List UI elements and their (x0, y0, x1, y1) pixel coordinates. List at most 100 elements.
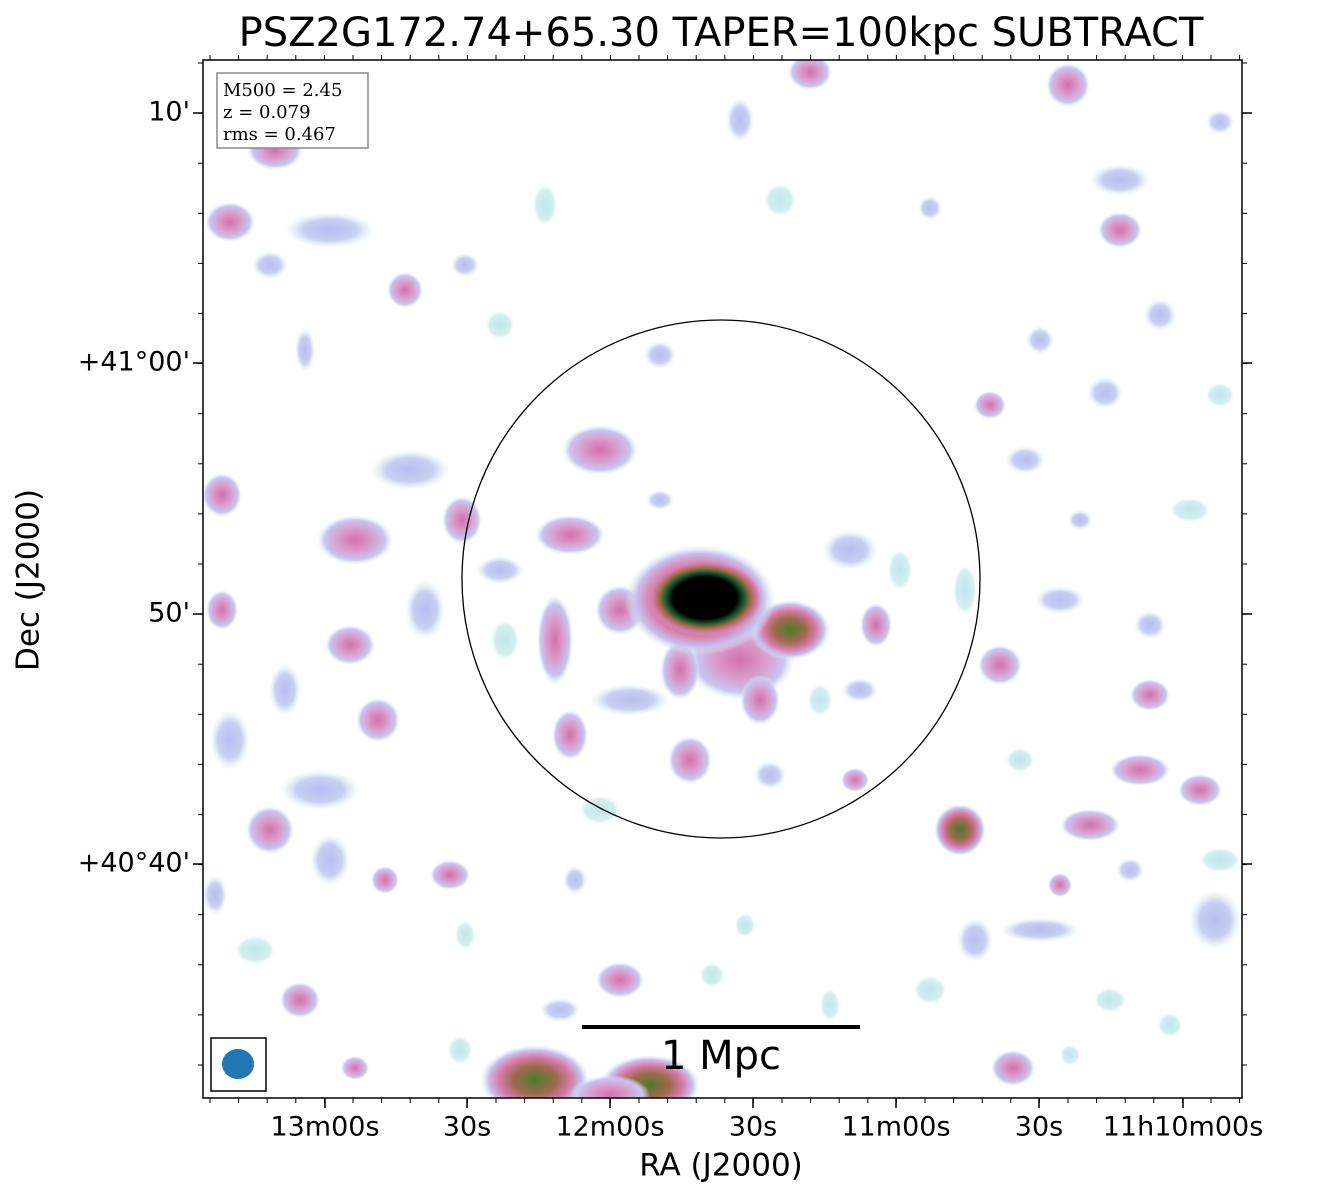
emission-blob (285, 212, 375, 248)
emission-blob (451, 253, 479, 277)
emission-blob (476, 556, 524, 584)
x-tick-label: 11m00s (841, 1112, 950, 1143)
emission-blob (533, 185, 557, 225)
emission-blob (280, 770, 360, 810)
emission-blob (562, 425, 638, 475)
emission-blob (841, 768, 869, 792)
annotation-line: M500 = 2.45 (223, 80, 342, 101)
emission-blob (934, 804, 986, 856)
radio-image (203, 60, 1241, 1098)
emission-blob (735, 913, 755, 937)
emission-blob (668, 736, 712, 784)
emission-blob (1206, 110, 1234, 134)
emission-blob (590, 684, 670, 716)
annotation-box (216, 72, 369, 149)
emission-blob (644, 341, 676, 369)
annotation-line: rms = 0.467 (223, 124, 336, 145)
emission-blob (646, 490, 674, 510)
emission-blob (356, 698, 400, 742)
emission-blob (235, 936, 275, 964)
emission-blob (953, 565, 977, 615)
emission-blob (1170, 498, 1210, 522)
emission-blob (788, 60, 832, 90)
emission-blob (1110, 754, 1170, 786)
emission-blob (1098, 212, 1142, 248)
emission-blob (700, 963, 724, 987)
emission-blob (991, 1050, 1035, 1086)
emission-blob (808, 684, 832, 716)
emission-blob (1005, 446, 1045, 474)
emission-blob (820, 989, 840, 1021)
emission-blob (1035, 586, 1085, 614)
emission-blob (1158, 1013, 1182, 1037)
emission-blob (1094, 988, 1126, 1012)
emission-blob (552, 710, 588, 760)
emission-blob (1134, 611, 1166, 639)
emission-blob (563, 866, 587, 894)
emission-blob (842, 678, 878, 702)
emission-blob (387, 272, 423, 308)
emission-blob (203, 875, 227, 915)
emission-blob (317, 515, 393, 565)
emission-blob (1068, 510, 1092, 530)
emission-blob (974, 391, 1006, 419)
emission-blob (647, 560, 763, 636)
emission-blob (822, 530, 878, 570)
emission-blob (252, 251, 288, 279)
emission-blob (754, 761, 786, 789)
emission-blob (660, 640, 700, 700)
emission-blob (1206, 383, 1234, 407)
emission-blob (491, 620, 519, 660)
emission-blob (486, 311, 514, 339)
emission-blob (918, 196, 942, 220)
emission-blob (1000, 918, 1080, 942)
emission-blob (860, 603, 892, 647)
emission-blob (1048, 873, 1072, 897)
x-tick-label: 11h10m00s (1103, 1112, 1264, 1143)
emission-blob (448, 1036, 472, 1064)
x-tick-label: 13m00s (270, 1112, 379, 1143)
emission-blob (210, 710, 250, 770)
emission-blob (726, 98, 754, 142)
emission-blob (570, 1075, 650, 1098)
emission-blob (596, 962, 644, 998)
emission-blob (1026, 326, 1054, 354)
emission-blob (371, 866, 399, 894)
emission-blob (206, 590, 238, 630)
emission-blob (1130, 679, 1170, 711)
emission-blob (1200, 848, 1240, 872)
y-tick-label: +41°00' (78, 347, 190, 378)
x-tick-label: 12m00s (555, 1112, 664, 1143)
emission-blob (370, 450, 450, 490)
title: PSZ2G172.74+65.30 TAPER=100kpc SUBTRACT (239, 10, 1204, 56)
emission-blob (1006, 748, 1034, 772)
emission-blob (740, 675, 780, 725)
emission-blob (888, 550, 912, 590)
x-tick-label: 30s (443, 1112, 491, 1143)
emission-blob (430, 860, 470, 890)
emission-blob (295, 328, 315, 372)
emission-blob (1178, 774, 1222, 806)
r500-circle (461, 319, 981, 839)
plot-frame (202, 59, 1243, 1099)
emission-blob (914, 976, 946, 1004)
emission-blob (325, 625, 375, 665)
emission-blob (246, 806, 294, 854)
emission-blob (1144, 299, 1176, 331)
emission-blob (978, 645, 1022, 685)
y-tick-label: 50' (148, 598, 190, 629)
emission-blob (1189, 890, 1241, 950)
emission-blob (1060, 809, 1120, 841)
emission-blob (341, 1056, 369, 1080)
y-tick-label: 10' (148, 97, 190, 128)
emission-blob (455, 921, 475, 949)
emission-blob (310, 834, 350, 886)
emission-blob (1046, 63, 1090, 107)
emission-blob (957, 918, 993, 962)
emission-blob (1087, 377, 1123, 409)
x-axis-label: RA (J2000) (639, 1148, 803, 1184)
emission-blob (535, 515, 605, 555)
emission-blob (1060, 1045, 1080, 1065)
x-tick-label: 30s (1015, 1112, 1063, 1143)
